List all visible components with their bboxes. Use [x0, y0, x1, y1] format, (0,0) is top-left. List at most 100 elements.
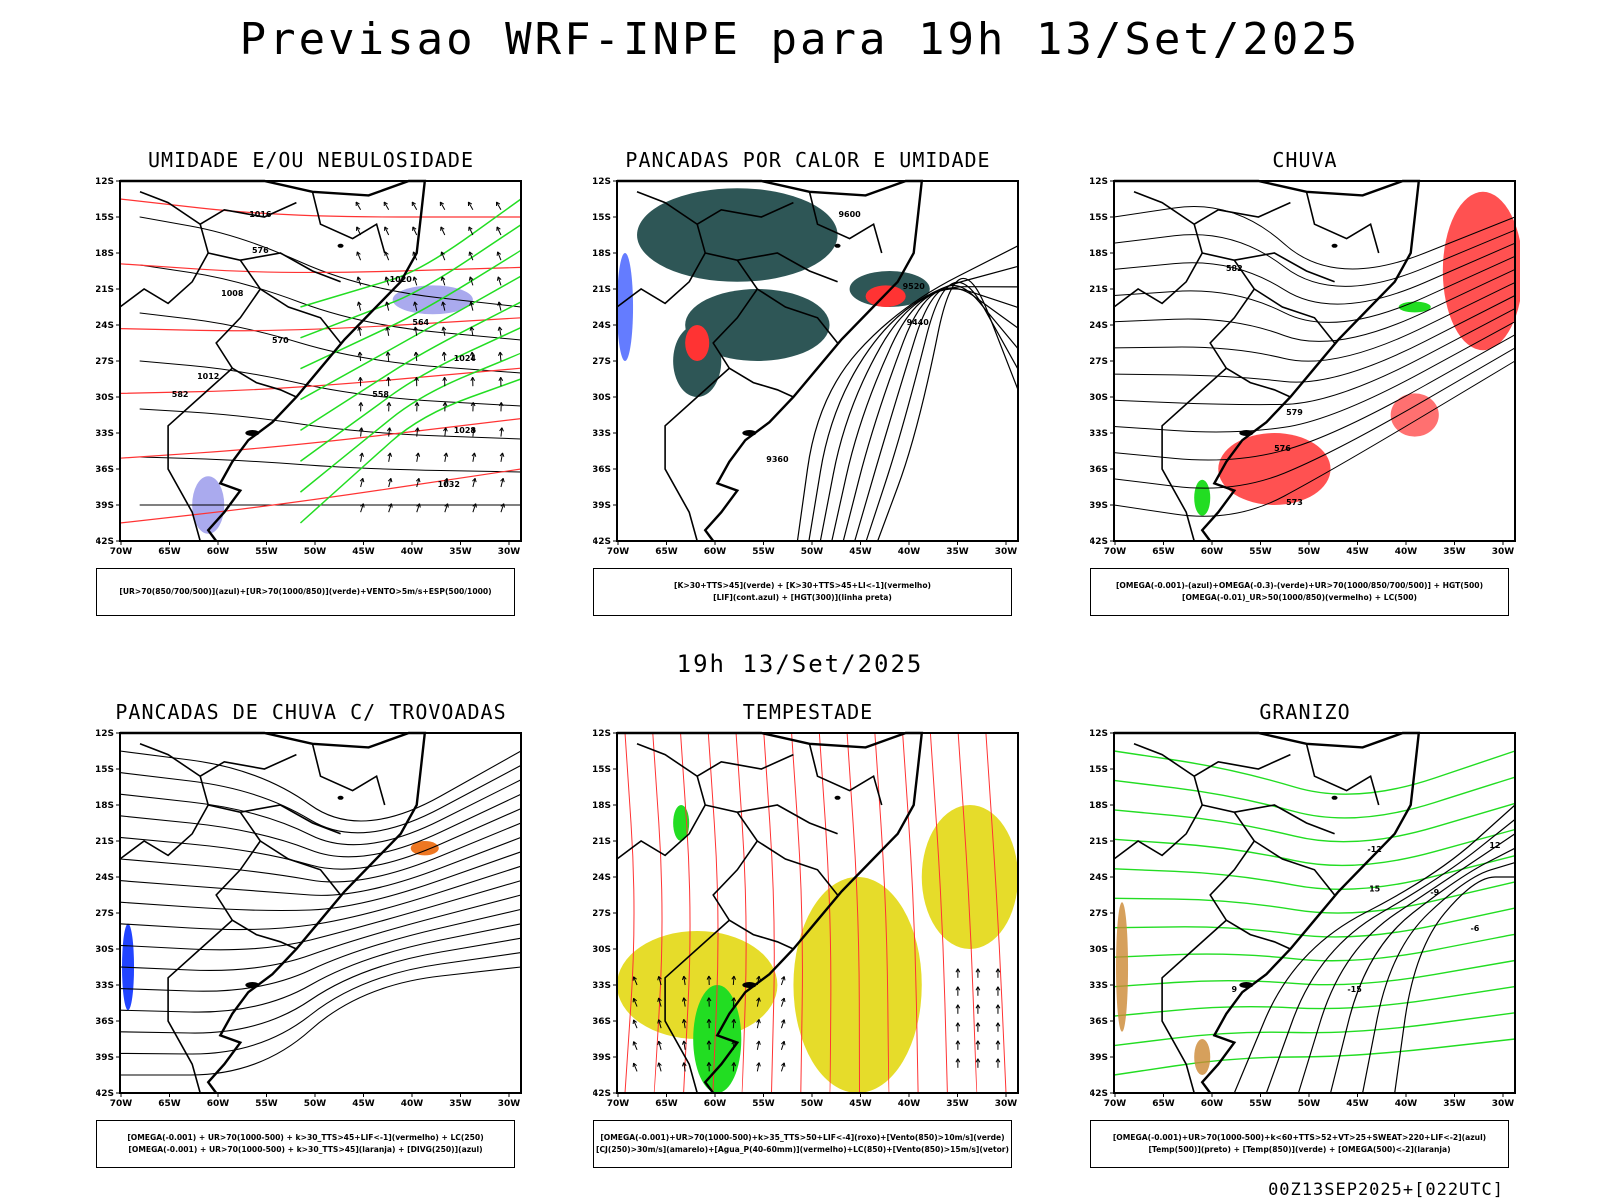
instability-area — [637, 188, 838, 282]
thickness-contour — [119, 418, 522, 459]
wind-vector — [444, 478, 448, 488]
temp850-contour — [1113, 855, 1516, 890]
panel-pancadas-calor: PANCADAS POR CALOR E UMIDADE 9600 9520 944… — [593, 148, 1023, 618]
legend-box: [OMEGA(-0.001)-(azul)+OMEGA(-0.3)-(verde… — [1090, 568, 1509, 616]
wind-vector — [657, 1019, 662, 1024]
legend-line: [Temp(500)](preto) + [Temp(850)](verde) … — [1148, 1145, 1451, 1154]
wind-vector — [414, 402, 420, 407]
lat-tick-label: 21S — [1090, 837, 1108, 847]
wind-vector — [498, 301, 502, 311]
humidity-contour — [299, 378, 522, 524]
wind-vector — [497, 351, 503, 356]
wind-vector — [442, 376, 447, 382]
wind-vector — [385, 276, 390, 286]
wind-vector — [632, 1062, 637, 1068]
wind-vector — [469, 326, 475, 331]
lat-tick-label: 42S — [1090, 1089, 1108, 1099]
wind-vector — [416, 427, 419, 437]
wind-vector — [683, 1040, 686, 1050]
lat-tick-label: 36S — [593, 1017, 611, 1027]
wind-vector — [756, 1019, 761, 1024]
wind-vector — [681, 1040, 687, 1045]
country-border — [311, 191, 386, 254]
wind-vector — [955, 1058, 961, 1063]
wind-vector — [386, 326, 390, 336]
wind-vector — [681, 1062, 687, 1067]
contour-label: 1016 — [249, 210, 272, 219]
wind-vector — [495, 201, 501, 207]
thickness-contour — [119, 198, 521, 218]
contour-label: 579 — [1286, 408, 1303, 417]
wind-vector — [780, 976, 785, 986]
lon-tick-label: 45W — [1346, 547, 1369, 557]
lat-tick-label: 39S — [96, 501, 114, 511]
lifted-index-area — [865, 285, 906, 307]
wind-vector — [955, 1022, 961, 1027]
lat-tick-label: 42S — [1090, 537, 1108, 547]
omega-area — [1194, 1039, 1211, 1075]
country-border — [1234, 252, 1335, 283]
coastline — [617, 179, 924, 542]
wind-vector — [469, 351, 475, 356]
lon-tick-label: 65W — [1152, 1099, 1175, 1109]
wind-vector — [441, 251, 446, 261]
wind-vector — [386, 301, 390, 311]
wind-vector — [385, 301, 390, 306]
wind-vector — [416, 503, 421, 513]
wind-vector — [412, 276, 418, 281]
wind-vector — [975, 1004, 981, 1009]
wind-vector — [388, 503, 393, 508]
wind-vector — [756, 997, 760, 1007]
wind-vector — [469, 301, 474, 306]
wind-vector — [632, 1019, 637, 1024]
lat-tick-label: 15S — [1090, 765, 1108, 775]
rain-area — [1218, 433, 1331, 505]
map-umidade: 1008101210161020102410281032576582564570… — [96, 177, 522, 557]
country-border — [728, 367, 794, 398]
contour-label: 9360 — [766, 455, 789, 464]
humidity-contour — [299, 326, 522, 463]
jet-area — [921, 805, 1018, 949]
humidity-contour — [300, 301, 522, 432]
country-border — [311, 743, 386, 806]
lon-tick-label: 30W — [498, 547, 521, 557]
wind-vector — [633, 976, 638, 986]
panel-title: PANCADAS POR CALOR E UMIDADE — [625, 148, 991, 172]
country-border — [139, 191, 262, 542]
wind-vector — [359, 477, 365, 483]
lon-tick-label: 45W — [849, 1099, 872, 1109]
streamline — [119, 894, 522, 971]
wind-vector — [440, 276, 446, 281]
wind-vector — [706, 1040, 712, 1045]
wind-vector — [385, 351, 391, 356]
country-border — [1133, 191, 1256, 542]
wind-vector — [469, 251, 474, 261]
contour-label: -6 — [1470, 924, 1479, 933]
wind-vector — [498, 376, 504, 382]
lagoon — [245, 430, 260, 436]
lon-tick-label: 30W — [498, 1099, 521, 1109]
lagoon — [337, 795, 344, 800]
wind-vector — [357, 301, 362, 311]
wind-vector — [500, 427, 503, 437]
streamline — [119, 923, 522, 1013]
wind-vector — [496, 251, 502, 256]
lagoon — [834, 795, 841, 800]
wind-vector — [681, 1019, 687, 1024]
streamline-850 — [985, 732, 1007, 1094]
country-border — [240, 804, 341, 835]
streamline — [119, 808, 522, 870]
wind-vector — [360, 503, 364, 513]
wind-vector — [780, 1062, 785, 1072]
lon-tick-label: 45W — [1346, 1099, 1369, 1109]
thickness-contour — [119, 263, 522, 274]
wind-vector — [441, 301, 446, 306]
wind-vector — [440, 226, 445, 231]
lon-tick-label: 55W — [752, 1099, 775, 1109]
streamline — [1113, 255, 1516, 323]
wind-vector — [443, 452, 449, 457]
wind-vector — [444, 503, 449, 508]
wind-vector — [470, 326, 474, 336]
wind-vector — [472, 503, 477, 513]
legend-line: [K>30+TTS>45](verde) + [K>30+TTS>45+LI<-… — [673, 581, 932, 590]
